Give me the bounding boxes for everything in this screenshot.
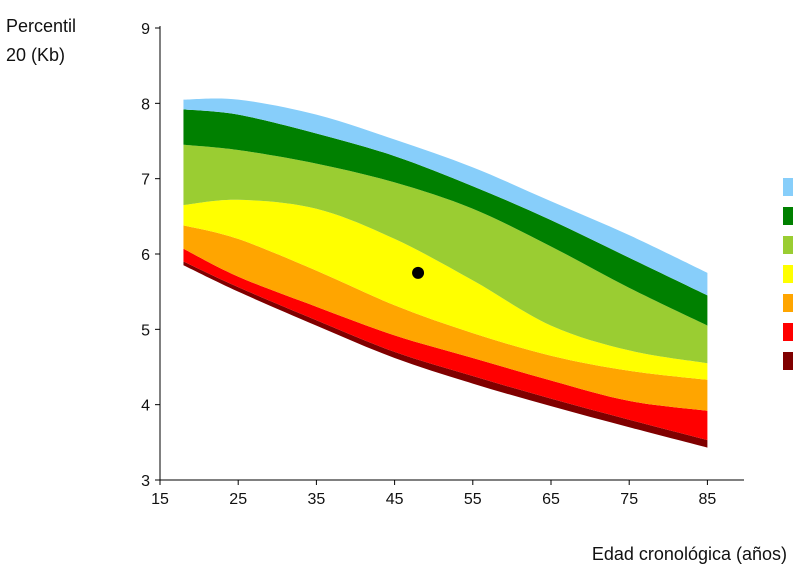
subject-point bbox=[412, 266, 425, 279]
legend-swatch-2 bbox=[783, 207, 793, 225]
x-tick-label: 75 bbox=[620, 491, 638, 508]
y-axis-label-line-2: 20 (Kb) bbox=[6, 45, 66, 65]
legend-swatch-4 bbox=[783, 265, 793, 283]
percentile-band-3 bbox=[183, 225, 708, 411]
x-axis-label: Edad cronológica (años) bbox=[591, 544, 787, 564]
percentile-bands bbox=[183, 98, 708, 448]
y-tick-label: 8 bbox=[141, 96, 150, 113]
data-points bbox=[412, 266, 425, 279]
x-tick-label: 35 bbox=[308, 491, 326, 508]
y-tick-label: 7 bbox=[141, 172, 150, 189]
x-tick-label: 45 bbox=[386, 491, 404, 508]
y-tick-label: 3 bbox=[141, 473, 150, 490]
y-tick-label: 6 bbox=[141, 247, 150, 264]
legend-swatch-6 bbox=[783, 323, 793, 341]
y-axis-label: Percentil 20 (Kb) bbox=[6, 12, 76, 70]
x-tick-label: 85 bbox=[699, 491, 717, 508]
percentile-band-1 bbox=[183, 261, 708, 448]
legend-swatch-5 bbox=[783, 294, 793, 312]
legend bbox=[783, 178, 793, 370]
y-tick-label: 5 bbox=[141, 322, 150, 339]
y-tick-label: 4 bbox=[141, 398, 150, 415]
percentile-band-6 bbox=[183, 109, 708, 326]
legend-swatch-7 bbox=[783, 352, 793, 370]
legend-swatch-3 bbox=[783, 236, 793, 254]
y-tick-label: 9 bbox=[141, 21, 150, 38]
legend-swatch-1 bbox=[783, 178, 793, 196]
x-tick-label: 15 bbox=[151, 491, 169, 508]
x-tick-label: 65 bbox=[542, 491, 560, 508]
percentile-band-2 bbox=[183, 248, 708, 441]
percentile-band-4 bbox=[183, 199, 708, 380]
x-tick-label: 25 bbox=[229, 491, 247, 508]
percentile-band-5 bbox=[183, 144, 708, 364]
x-tick-label: 55 bbox=[464, 491, 482, 508]
y-axis-label-line-1: Percentil bbox=[6, 16, 77, 36]
